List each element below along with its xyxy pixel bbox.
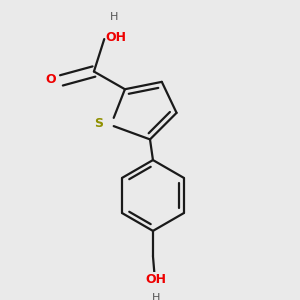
- Text: OH: OH: [146, 273, 167, 286]
- Text: H: H: [152, 293, 160, 300]
- Text: O: O: [45, 73, 56, 86]
- Text: H: H: [110, 12, 118, 22]
- Text: OH: OH: [106, 31, 127, 44]
- Text: S: S: [94, 117, 103, 130]
